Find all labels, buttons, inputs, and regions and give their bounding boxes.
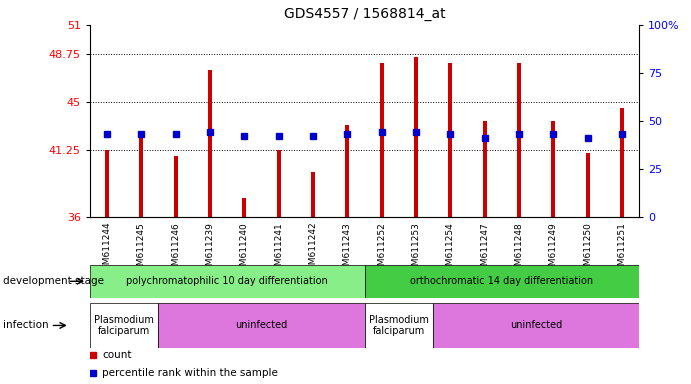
Bar — [173, 156, 178, 217]
Bar — [551, 121, 556, 217]
Bar — [620, 108, 624, 217]
Bar — [276, 150, 281, 217]
Text: development stage: development stage — [3, 276, 104, 286]
Text: Plasmodium
falciparum: Plasmodium falciparum — [94, 314, 154, 336]
Bar — [158, 303, 365, 348]
Text: uninfected: uninfected — [236, 320, 287, 331]
Bar — [448, 63, 453, 217]
Bar — [243, 198, 247, 217]
Text: uninfected: uninfected — [510, 320, 562, 331]
Bar — [105, 150, 109, 217]
Bar — [365, 265, 639, 298]
Bar — [140, 134, 144, 217]
Bar — [346, 125, 350, 217]
Text: count: count — [102, 350, 131, 360]
Text: orthochromatic 14 day differentiation: orthochromatic 14 day differentiation — [410, 276, 594, 286]
Bar — [90, 303, 158, 348]
Bar — [585, 153, 589, 217]
Text: infection: infection — [3, 320, 49, 331]
Title: GDS4557 / 1568814_at: GDS4557 / 1568814_at — [284, 7, 445, 21]
Bar — [379, 63, 384, 217]
Bar — [414, 57, 418, 217]
Text: Plasmodium
falciparum: Plasmodium falciparum — [369, 314, 429, 336]
Bar — [311, 172, 315, 217]
Bar — [482, 121, 486, 217]
Bar — [90, 265, 365, 298]
Bar — [433, 303, 639, 348]
Text: percentile rank within the sample: percentile rank within the sample — [102, 368, 278, 378]
Text: polychromatophilic 10 day differentiation: polychromatophilic 10 day differentiatio… — [126, 276, 328, 286]
Bar — [208, 70, 212, 217]
Bar — [517, 63, 521, 217]
Bar — [365, 303, 433, 348]
